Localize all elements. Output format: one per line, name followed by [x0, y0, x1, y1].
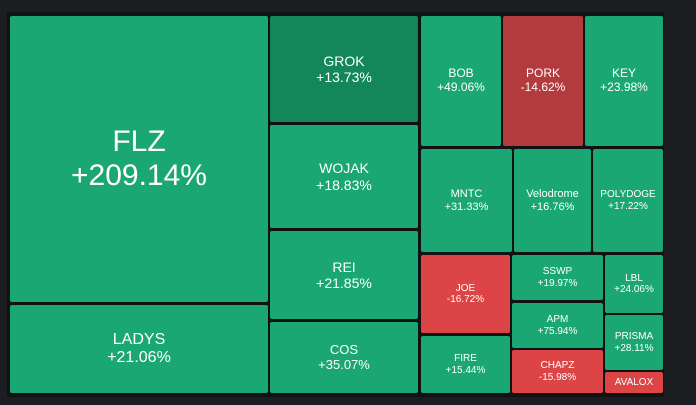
treemap-heatmap: FLZ +209.14% LADYS +21.06% GROK +13.73% WOJAK +…: [7, 12, 664, 397]
tile-grok[interactable]: GROK +13.73%: [270, 16, 418, 122]
tile-symbol: LADYS: [112, 330, 166, 348]
tile-change: +18.83%: [316, 176, 372, 193]
tile-symbol: BOB: [448, 66, 474, 81]
tile-change: +17.22%: [608, 200, 648, 212]
tile-polydoge[interactable]: POLYDOGE +17.22%: [593, 149, 663, 252]
tile-pork[interactable]: PORK -14.62%: [503, 16, 583, 146]
tile-symbol: GROK: [323, 52, 365, 69]
tile-chapz[interactable]: CHAPZ -15.98%: [512, 350, 603, 393]
tile-flz[interactable]: FLZ +209.14%: [10, 16, 268, 302]
tile-symbol: LBL: [625, 272, 643, 284]
tile-symbol: PRISMA: [614, 331, 654, 342]
tile-sswp[interactable]: SSWP +19.97%: [512, 255, 603, 300]
tile-change: +75.94%: [537, 325, 578, 337]
tile-change: +23.98%: [600, 80, 648, 94]
tile-symbol: JOE: [455, 282, 476, 294]
tile-mntc[interactable]: MNTC +31.33%: [421, 149, 512, 252]
tile-symbol: SSWP: [542, 266, 573, 277]
tile-symbol: PORK: [525, 66, 560, 81]
tile-change: -16.72%: [446, 294, 485, 305]
tile-symbol: WOJAK: [319, 160, 369, 177]
tile-change: +21.85%: [316, 275, 372, 291]
tile-symbol: MNTC: [450, 187, 483, 200]
tile-wojak[interactable]: WOJAK +18.83%: [270, 125, 418, 228]
tile-symbol: REI: [332, 258, 356, 275]
tile-change: +35.07%: [318, 356, 370, 372]
tile-cos[interactable]: COS +35.07%: [270, 322, 418, 393]
tile-change: +209.14%: [71, 159, 207, 192]
tile-change: -15.98%: [538, 371, 577, 383]
tile-avalox[interactable]: AVALOX: [605, 372, 663, 393]
tile-change: +16.76%: [530, 200, 575, 213]
tile-change: +28.11%: [614, 342, 654, 354]
tile-change: +31.33%: [444, 200, 489, 213]
tile-change: +19.97%: [537, 277, 578, 289]
tile-apm[interactable]: APM +75.94%: [512, 303, 603, 348]
tile-prisma[interactable]: PRISMA +28.11%: [605, 315, 663, 370]
tile-symbol: FIRE: [454, 353, 477, 364]
tile-symbol: CHAPZ: [540, 360, 575, 371]
tile-change: +49.06%: [437, 80, 485, 94]
tile-change: +13.73%: [316, 69, 372, 85]
tile-rei[interactable]: REI +21.85%: [270, 231, 418, 319]
tile-symbol: FLZ: [112, 124, 166, 158]
tile-change: -14.62%: [520, 80, 566, 94]
tile-bob[interactable]: BOB +49.06%: [421, 16, 501, 146]
tile-ladys[interactable]: LADYS +21.06%: [10, 305, 268, 393]
tile-change: +24.06%: [614, 284, 654, 295]
tile-change: +21.06%: [107, 349, 171, 366]
tile-symbol: COS: [329, 341, 359, 357]
tile-change: +15.44%: [445, 364, 486, 376]
tile-symbol: POLYDOGE: [600, 189, 656, 200]
tile-fire[interactable]: FIRE +15.44%: [421, 336, 510, 393]
tile-symbol: Velodrome: [526, 187, 579, 200]
tile-velodrome[interactable]: Velodrome +16.76%: [514, 149, 591, 252]
tile-symbol: KEY: [611, 66, 636, 81]
tile-joe[interactable]: JOE -16.72%: [421, 255, 510, 333]
tile-key[interactable]: KEY +23.98%: [585, 16, 663, 146]
tile-symbol: AVALOX: [614, 376, 654, 388]
tile-lbl[interactable]: LBL +24.06%: [605, 255, 663, 313]
tile-symbol: APM: [546, 314, 569, 325]
